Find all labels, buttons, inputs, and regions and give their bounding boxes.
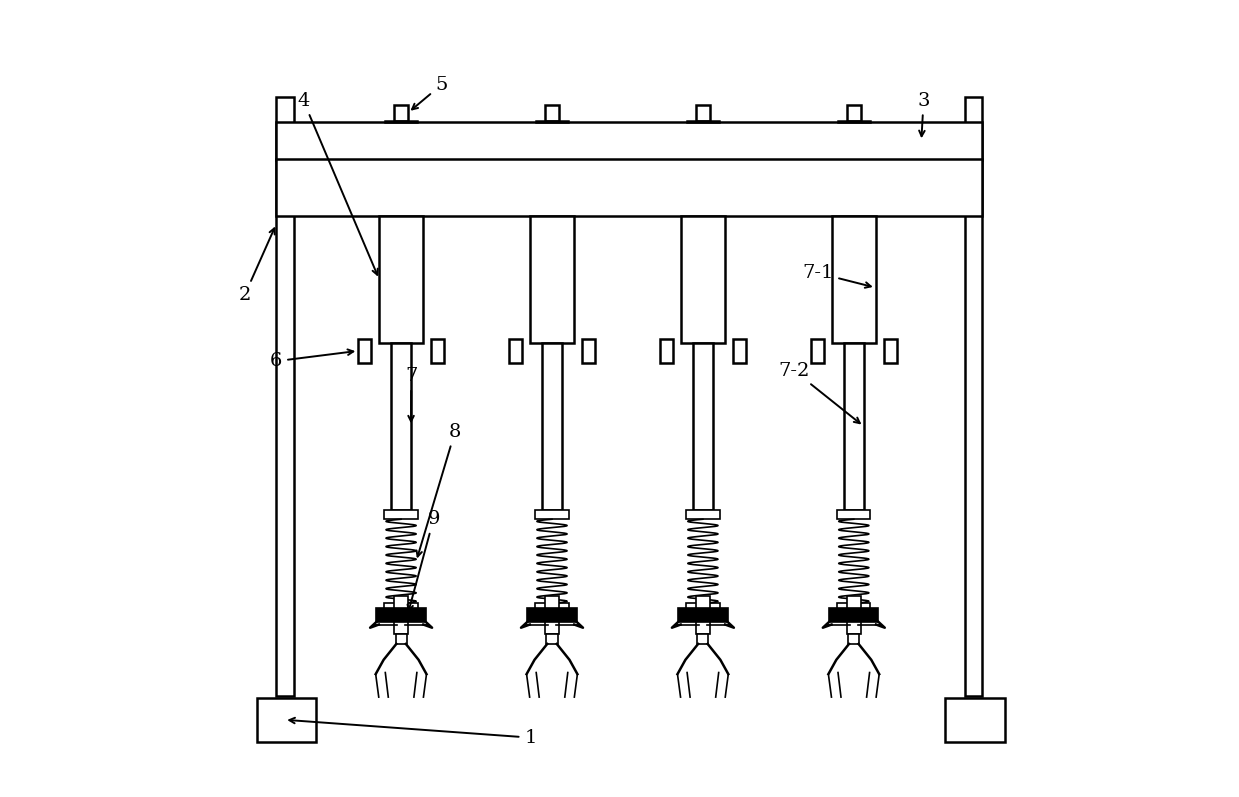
Bar xyxy=(698,634,709,644)
Bar xyxy=(838,603,871,613)
Bar xyxy=(693,343,712,510)
Bar xyxy=(810,339,824,363)
Bar xyxy=(678,608,727,622)
Text: 7-1: 7-1 xyxy=(802,264,871,288)
Text: 1: 1 xyxy=(289,718,536,747)
Bar xyxy=(696,596,710,608)
Bar xyxy=(696,104,710,120)
Bar xyxy=(276,122,983,160)
Bar xyxy=(545,596,559,608)
Bar xyxy=(686,603,720,613)
Bar xyxy=(545,104,559,120)
Bar xyxy=(846,104,861,120)
Bar xyxy=(256,698,316,741)
Text: 7-2: 7-2 xyxy=(778,362,860,423)
Bar xyxy=(838,510,871,519)
Text: 7: 7 xyxy=(405,367,418,422)
Bar xyxy=(546,634,558,644)
Text: 6: 6 xyxy=(270,349,353,370)
Text: 5: 5 xyxy=(413,76,447,109)
Text: 8: 8 xyxy=(416,423,461,556)
Bar xyxy=(849,634,860,644)
Bar xyxy=(686,120,719,122)
Bar xyxy=(883,339,897,363)
Bar xyxy=(392,343,411,510)
Bar xyxy=(844,343,864,510)
Bar xyxy=(831,216,876,343)
Bar xyxy=(358,339,370,363)
Bar xyxy=(660,339,673,363)
Bar xyxy=(535,510,569,519)
Bar xyxy=(431,339,444,363)
Bar xyxy=(686,510,720,519)
Bar xyxy=(530,216,574,343)
Bar xyxy=(733,339,746,363)
Bar xyxy=(276,96,294,697)
Bar xyxy=(965,96,983,697)
Bar xyxy=(377,608,426,622)
Bar xyxy=(545,622,559,634)
Bar xyxy=(582,339,595,363)
Bar xyxy=(945,698,1005,741)
Bar xyxy=(394,596,408,608)
Text: 3: 3 xyxy=(917,92,929,136)
Bar xyxy=(385,120,418,122)
Bar xyxy=(276,159,983,216)
Bar xyxy=(528,608,576,622)
Bar xyxy=(829,608,878,622)
Text: 2: 2 xyxy=(238,228,275,304)
Bar xyxy=(395,634,406,644)
Bar xyxy=(543,343,563,510)
Text: 4: 4 xyxy=(297,92,378,275)
Bar xyxy=(536,120,567,122)
Bar xyxy=(696,622,710,634)
Bar xyxy=(384,510,418,519)
Bar xyxy=(846,622,861,634)
Bar xyxy=(379,216,422,343)
Bar xyxy=(846,596,861,608)
Bar xyxy=(535,603,569,613)
Bar xyxy=(509,339,522,363)
Bar xyxy=(838,120,870,122)
Bar xyxy=(394,104,408,120)
Text: 9: 9 xyxy=(408,510,440,611)
Bar xyxy=(394,622,408,634)
Bar xyxy=(384,603,418,613)
Bar xyxy=(681,216,725,343)
